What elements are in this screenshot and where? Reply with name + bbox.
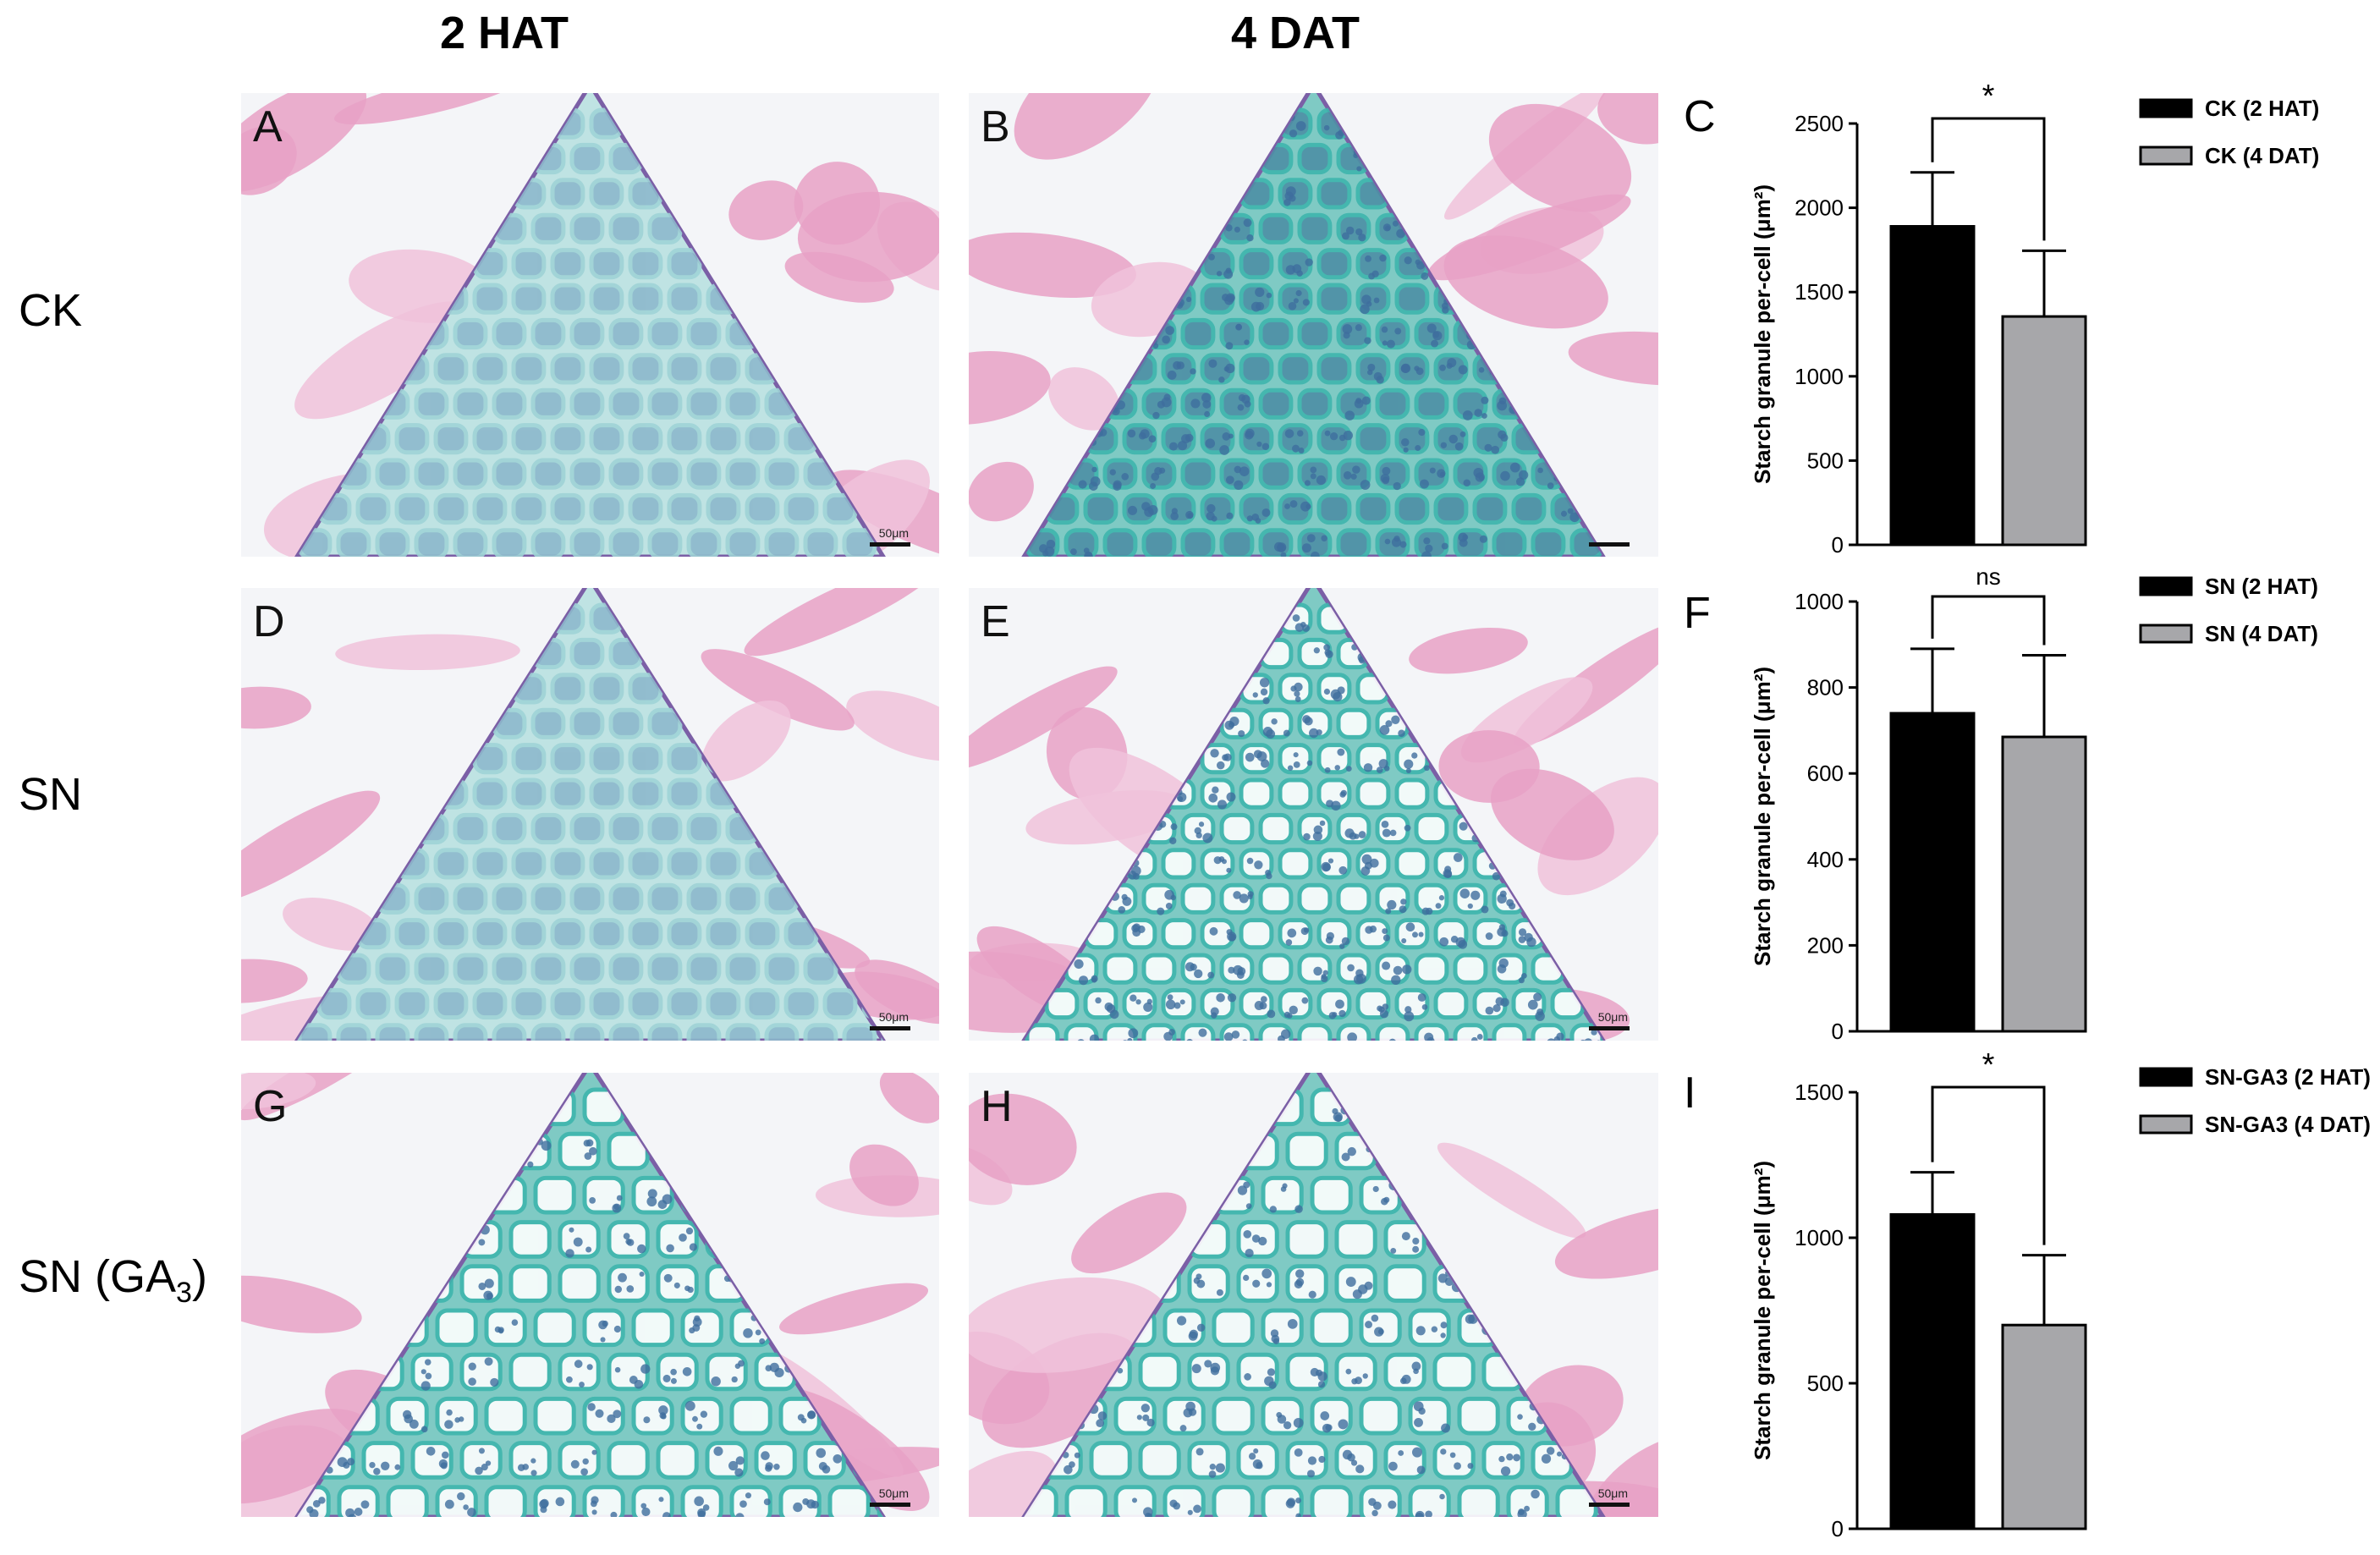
- bar-chart-f: 0 200 400 600 800 1000 Starch granule per-cell…: [1718, 554, 2377, 1053]
- legend-swatch-1: [2141, 578, 2191, 595]
- legend-label-1: CK (2 HAT): [2205, 96, 2319, 121]
- bar-2: [2003, 1325, 2086, 1529]
- y-axis-label: Starch granule per-cell (μm²): [1750, 667, 1775, 966]
- significance-label: *: [1982, 1047, 1995, 1083]
- column-header-4dat: 4 DAT: [1231, 7, 1360, 59]
- row-header-sn: SN: [19, 768, 82, 821]
- legend-swatch-1: [2141, 100, 2191, 117]
- panel-letter-c: C: [1684, 91, 1716, 142]
- micrograph-h-image: [969, 1073, 1658, 1517]
- y-tick-label: 2500: [1795, 111, 1844, 136]
- y-tick-label: 1500: [1795, 1080, 1844, 1105]
- column-header-2hat: 2 HAT: [440, 7, 569, 59]
- scale-label-g: 50μm: [879, 1486, 909, 1500]
- scale-bar-d: [870, 1026, 910, 1030]
- y-tick-label: 200: [1807, 932, 1844, 958]
- significance-label: *: [1982, 79, 1995, 114]
- panel-letter-e: E: [981, 596, 1010, 647]
- micrograph-a-image: [241, 93, 939, 557]
- bar-2: [2003, 737, 2086, 1031]
- significance-bracket: [1932, 118, 2044, 240]
- bar-1: [1891, 1214, 1974, 1529]
- y-axis-label: Starch granule per-cell (μm²): [1750, 1161, 1775, 1460]
- legend-label-2: CK (4 DAT): [2205, 143, 2319, 168]
- y-axis-label: Starch granule per-cell (μm²): [1750, 184, 1775, 484]
- legend-swatch-2: [2141, 1116, 2191, 1133]
- row-header-sn-ga3: SN (GA3): [19, 1250, 207, 1310]
- y-tick-label: 1000: [1795, 1225, 1844, 1250]
- legend-label-1: SN-GA3 (2 HAT): [2205, 1064, 2371, 1090]
- bar-2: [2003, 316, 2086, 545]
- bar-1: [1891, 713, 1974, 1031]
- y-tick-label: 0: [1832, 1516, 1844, 1541]
- row-header-ck: CK: [19, 284, 82, 337]
- micrograph-panel-e: E 50μm: [969, 588, 1658, 1041]
- scale-label-a: 50μm: [879, 526, 909, 540]
- y-tick-label: 0: [1832, 1019, 1844, 1044]
- panel-letter-g: G: [253, 1081, 287, 1132]
- scale-bar-e: [1589, 1026, 1630, 1030]
- micrograph-g-image: [241, 1073, 939, 1517]
- y-tick-label: 2000: [1795, 195, 1844, 221]
- legend-swatch-2: [2141, 625, 2191, 642]
- y-tick-label: 1000: [1795, 364, 1844, 389]
- panel-letter-b: B: [981, 102, 1010, 152]
- scale-bar-b: [1589, 542, 1630, 547]
- scale-label-d: 50μm: [879, 1010, 909, 1024]
- panel-letter-f: F: [1684, 588, 1711, 639]
- bar-chart-i: 0 500 1000 1500 Starch granule per-cell (μm²…: [1718, 1045, 2377, 1551]
- scale-label-e: 50μm: [1598, 1010, 1628, 1024]
- micrograph-panel-b: B: [969, 93, 1658, 557]
- legend-swatch-2: [2141, 147, 2191, 164]
- legend-label-2: SN-GA3 (4 DAT): [2205, 1112, 2371, 1137]
- y-tick-label: 600: [1807, 761, 1844, 786]
- y-tick-label: 400: [1807, 847, 1844, 872]
- y-tick-label: 800: [1807, 675, 1844, 701]
- y-tick-label: 500: [1807, 448, 1844, 473]
- micrograph-d-image: [241, 588, 939, 1041]
- panel-letter-d: D: [253, 596, 285, 647]
- y-tick-label: 1000: [1795, 589, 1844, 614]
- micrograph-panel-a: A 50μm: [241, 93, 939, 557]
- scale-label-h: 50μm: [1598, 1486, 1628, 1500]
- scale-bar-h: [1589, 1503, 1630, 1507]
- significance-label: ns: [1976, 563, 2001, 590]
- scale-bar-a: [870, 542, 910, 547]
- scale-bar-g: [870, 1503, 910, 1507]
- micrograph-panel-h: H 50μm: [969, 1073, 1658, 1517]
- legend-label-1: SN (2 HAT): [2205, 574, 2318, 599]
- panel-letter-i: I: [1684, 1068, 1696, 1118]
- bar-1: [1891, 227, 1974, 545]
- panel-letter-h: H: [981, 1081, 1013, 1132]
- bar-chart-i-svg: 0 500 1000 1500 Starch granule per-cell (μm²…: [1718, 1045, 2377, 1551]
- micrograph-panel-d: D 50μm: [241, 588, 939, 1041]
- legend-label-2: SN (4 DAT): [2205, 621, 2318, 646]
- micrograph-e-image: [969, 588, 1658, 1041]
- significance-bracket: [1932, 596, 2044, 646]
- panel-letter-a: A: [253, 102, 283, 152]
- micrograph-panel-g: G 50μm: [241, 1073, 939, 1517]
- bar-chart-f-svg: 0 200 400 600 800 1000 Starch granule per-cell…: [1718, 554, 2377, 1053]
- legend-swatch-1: [2141, 1069, 2191, 1085]
- y-tick-label: 500: [1807, 1371, 1844, 1396]
- y-tick-label: 1500: [1795, 279, 1844, 305]
- micrograph-b-image: [969, 93, 1658, 557]
